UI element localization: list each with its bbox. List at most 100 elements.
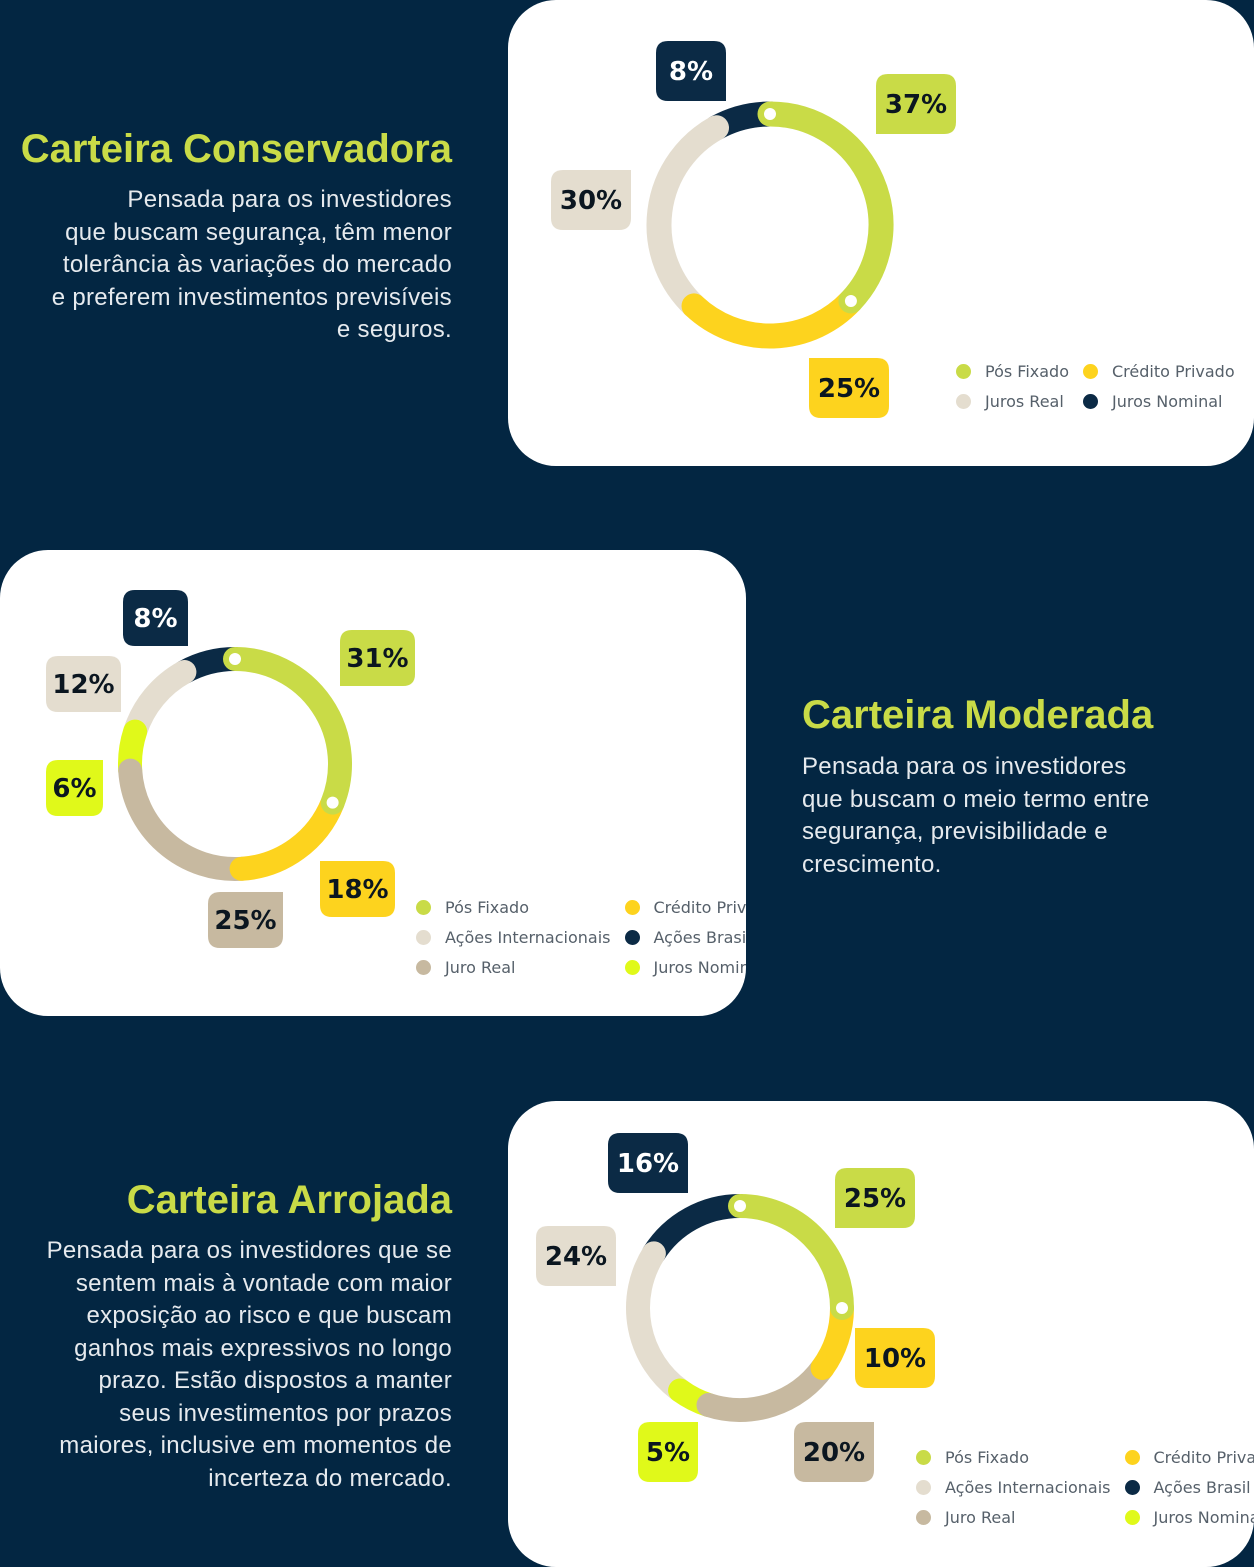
legend-label: Pós Fixado [945,1447,1029,1467]
chart-card-arrojada: 25% 10% 20% 5% 24% 16% Pós Fixado Crédito Priv… [508,1101,1254,1567]
data-label-bubble [123,590,188,646]
chart-legend-conservadora: Pós Fixado Crédito Privado Juros Real Juros… [956,361,1235,411]
data-label: 30% [551,170,631,230]
legend-label: Pós Fixado [985,361,1069,381]
description-line: tolerância às variações do mercado [62,251,452,278]
chart-card-moderada: 31% 18% 25% 6% 12% 8% Pós Fixado Crédito Priv a… [0,550,746,1016]
slice-marker [229,653,241,665]
data-label-text: 10% [864,1344,926,1374]
data-label-bubble [551,170,631,230]
legend-swatch [1124,1479,1140,1495]
legend-label: Juros Nominal [1112,391,1223,411]
data-label-bubble [835,1168,915,1228]
legend-swatch [916,1509,931,1525]
legend-swatch [416,899,431,915]
data-label-text: 25% [214,906,276,936]
legend-label: Juros Nominal [1153,1507,1254,1527]
data-label-bubble [855,1328,935,1388]
data-label-text: 18% [326,875,388,905]
legend-item: Pós Fixado [916,1447,1111,1467]
slice-marker [734,1200,746,1212]
donut-slices [118,647,352,881]
legend-label: Pós Fixado [445,897,529,917]
description-line: Pensada para os investidores [802,753,1127,780]
legend-label: Juro Real [445,957,516,977]
legend-item: Crédito Privado [624,897,746,917]
description-moderada: Pensada para os investidores que buscam … [802,751,1150,881]
data-label-bubble [608,1133,688,1193]
legend-swatch [624,929,640,945]
data-label: 16% [608,1133,688,1193]
legend-swatch [956,393,971,409]
legend-item: Ações Internacionais [416,927,611,947]
donut-chart-conservadora: 37% 25% 30% 8% [551,41,956,418]
data-label: 31% [340,630,415,686]
data-label-text: 25% [844,1184,906,1214]
data-label-text: 25% [818,374,880,404]
description-conservadora: Pensada para os investidores que buscam … [52,184,452,347]
legend-swatch [1124,1449,1140,1465]
slice-marker [836,1302,848,1314]
slice-marker [326,796,339,809]
legend-item: Ações Internacionais [916,1477,1111,1497]
description-line: segurança, previsibilidade e [802,818,1108,845]
data-label-bubble [46,760,103,816]
legend-item: Pós Fixado [956,361,1069,381]
legend-swatch [1083,363,1098,379]
donut-slice [681,288,864,349]
legend-label: Ações Brasil [653,927,747,947]
data-label-text: 30% [560,186,622,216]
slice-marker [844,294,857,307]
data-label-bubble [340,630,415,686]
legend-item: Juro Real [416,957,611,977]
description-line: e preferem investimentos previsíveis [51,283,452,311]
legend-label: Juro Real [945,1507,1016,1527]
description-line: sentem mais à vontade com maior [75,1269,452,1297]
donut-chart-arrojada: 25% 10% 20% 5% 24% 16% [536,1133,935,1482]
donut-slice [728,1194,854,1320]
data-label: 25% [208,892,283,948]
headline-moderada: Carteira Moderada [802,693,1154,737]
donut-slice [118,758,254,881]
data-label-bubble [876,74,956,134]
data-label: 8% [656,41,726,101]
section-arrojada: Carteira Arrojada Pensada para os invest… [0,1101,1254,1567]
data-label: 18% [320,861,395,917]
legend-swatch [624,959,640,975]
chart-card-conservadora: 37% 25% 30% 8% Pós Fixado Crédito Privado Jur… [508,0,1254,466]
legend-label: Juros Real [985,391,1064,411]
description-line: incerteza do mercado. [208,1464,452,1492]
description-line: Pensada para os investidores [127,186,452,213]
legend-item: Juros Nominal [1124,1507,1254,1527]
data-label-bubble [656,41,726,101]
section-conservadora: Carteira Conservadora Pensada para os in… [0,0,1254,470]
data-label-text: 24% [545,1242,607,1272]
legend-swatch [416,929,431,945]
data-label: 24% [536,1226,616,1286]
legend-item: Juros Real [956,391,1069,411]
headline-conservadora: Carteira Conservadora [20,127,452,171]
legend-label: Crédito Privado [1153,1447,1254,1467]
legend-swatch [416,959,431,975]
data-label-bubble [46,656,121,712]
data-label: 5% [638,1422,698,1482]
data-label-text: 16% [617,1149,679,1179]
description-line: exposição ao risco e que buscam [86,1302,452,1329]
donut-slice [646,115,730,319]
data-label-text: 31% [346,644,408,674]
legend-label: Crédito Privado [1112,361,1235,381]
donut-slice [223,647,352,815]
legend-item: Pós Fixado [416,897,611,917]
section-moderada: 31% 18% 25% 6% 12% 8% Pós Fixado Crédito Priv a… [0,550,1254,1020]
description-line: que buscam o meio termo entre [802,785,1150,813]
donut-slices [626,1194,854,1422]
legend-label: Ações Brasil [1153,1477,1251,1497]
description-line: prazo. Estão dispostos a manter [98,1367,452,1394]
legend-swatch [1124,1509,1140,1525]
description-line: Pensada para os investidores que se [46,1237,452,1264]
legend-label: Ações Internacionais [445,927,611,947]
description-line: maiores, inclusive em momentos de [59,1432,452,1459]
donut-slice [757,101,894,314]
legend-swatch [624,899,640,915]
legend-swatch [916,1479,931,1495]
